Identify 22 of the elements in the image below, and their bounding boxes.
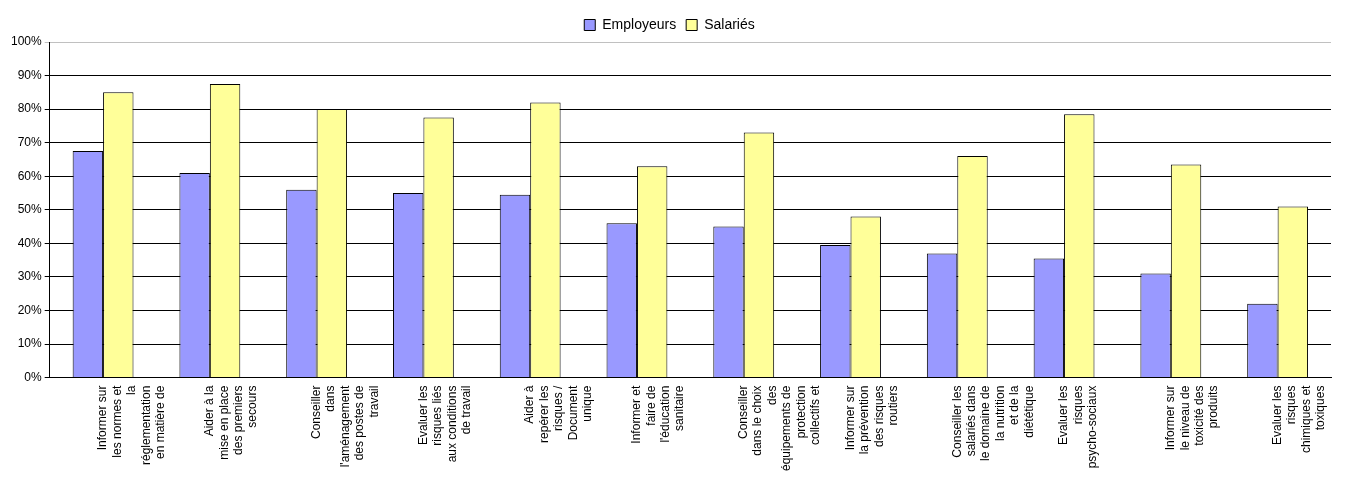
x-tick-label: Informer sur les normes et la réglementation en matière de bbox=[95, 384, 167, 465]
y-tick-label: 0% bbox=[24, 369, 43, 384]
y-tick-label: 10% bbox=[17, 336, 43, 351]
x-tick-label: Conseiller dans le choix des équipements de protection collectifs et bbox=[736, 384, 823, 472]
x-tick-label: Informer sur le niveau de toxicité des produits bbox=[1163, 385, 1221, 451]
x-tick-label: Informer et faire de l'éducation sanitaire bbox=[629, 384, 687, 444]
x-tick-label: Conseiller les salariés dans le domaine de la nutrition et de la diététique bbox=[949, 385, 1036, 461]
y-tick-label: 50% bbox=[17, 202, 43, 217]
legend-label: Salariés bbox=[704, 15, 755, 32]
x-tick-label: Conseiller dans l'aménagement des postes de travail bbox=[308, 384, 381, 468]
y-tick-label: 60% bbox=[17, 168, 43, 183]
y-tick-label: 80% bbox=[17, 101, 43, 116]
legend-label: Employeurs bbox=[602, 15, 677, 32]
y-tick-label: 70% bbox=[17, 134, 43, 149]
x-tick-label: Aider à la mise en place des premiers secours bbox=[202, 385, 260, 460]
y-tick-label: 20% bbox=[17, 302, 43, 317]
y-tick-label: 30% bbox=[17, 269, 43, 284]
y-tick-label: 90% bbox=[17, 67, 43, 82]
x-tick-label: Aider à repérer les risques / Document unique bbox=[522, 384, 595, 443]
y-tick-label: 100% bbox=[10, 34, 43, 49]
x-tick-label: Evaluer les risques chimiques et toxiques bbox=[1269, 384, 1328, 453]
y-tick-label: 40% bbox=[17, 235, 43, 250]
